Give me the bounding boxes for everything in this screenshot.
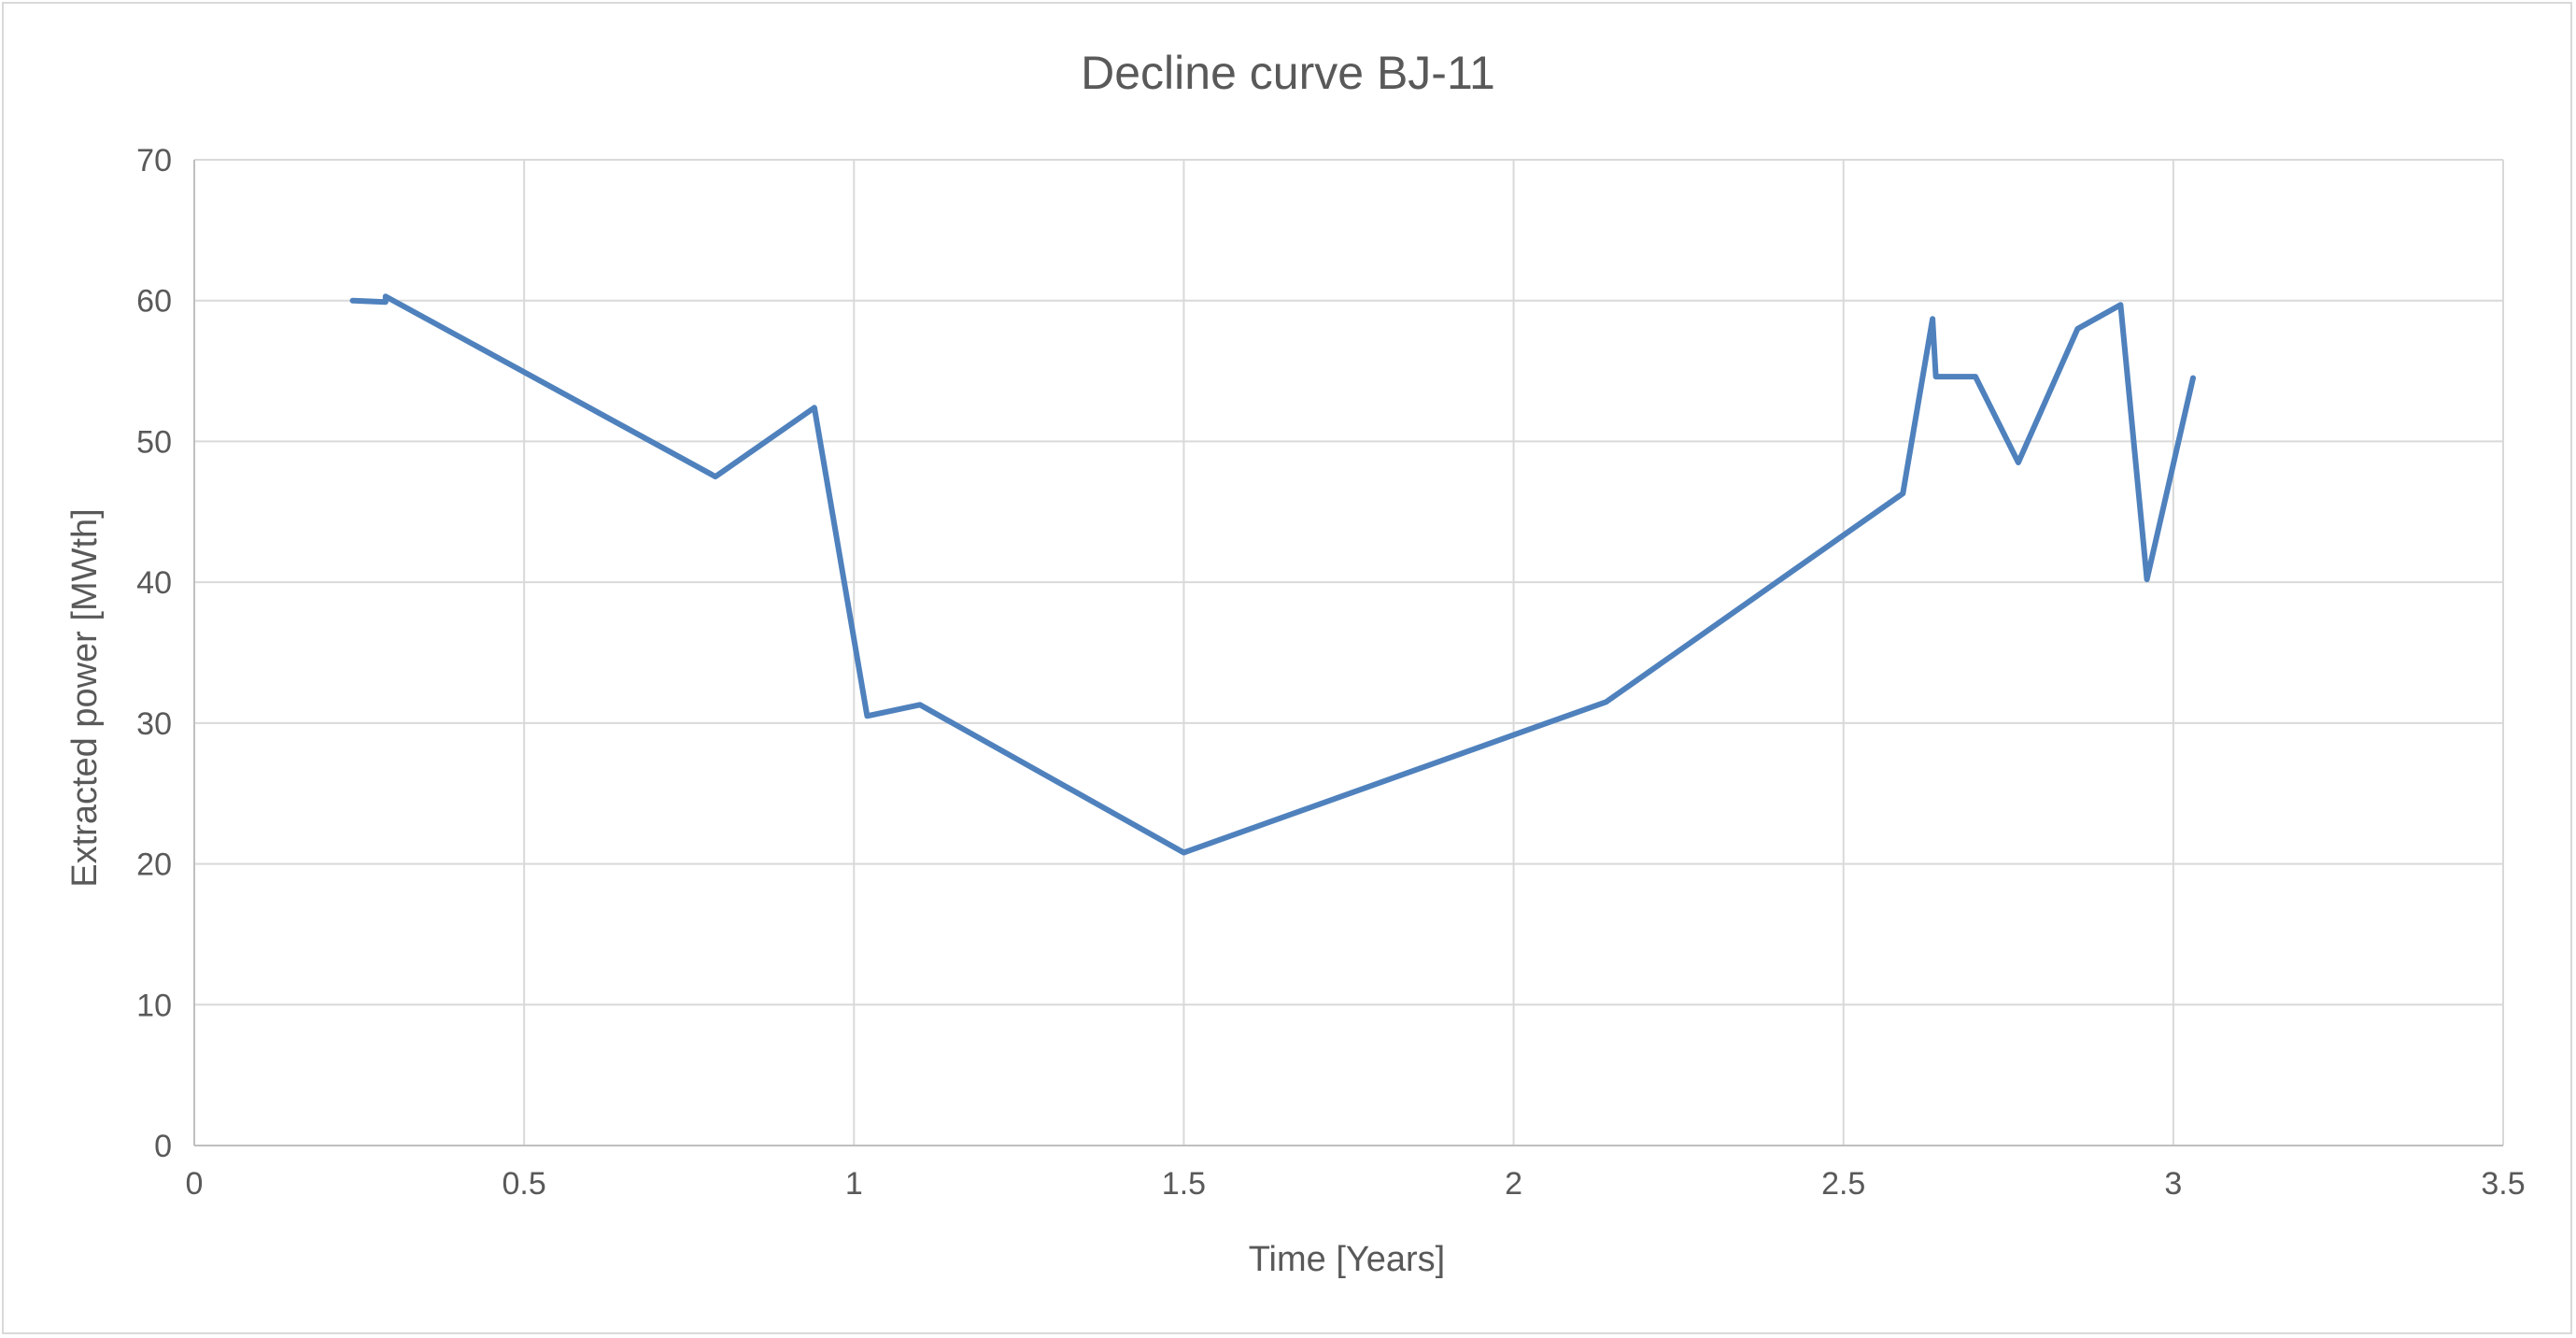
x-tick-label: 0.5 [502, 1166, 546, 1202]
x-tick-labels: 0 0.5 1 1.5 2 2.5 3 3.5 [186, 1166, 2526, 1202]
x-tick-label: 1 [845, 1166, 863, 1202]
y-tick-labels: 0 10 20 30 40 50 60 70 [136, 143, 172, 1164]
x-tick-label: 2.5 [1821, 1166, 1865, 1202]
y-tick-label: 20 [136, 847, 172, 883]
y-tick-label: 10 [136, 988, 172, 1023]
series-layer [349, 293, 2196, 856]
y-axis-label: Extracted power [MWth] [65, 508, 105, 887]
y-tick-label: 60 [136, 284, 172, 320]
y-tick-label: 70 [136, 143, 172, 178]
y-tick-label: 40 [136, 565, 172, 601]
grid-layer [194, 159, 2504, 1146]
chart-title: Decline curve BJ-11 [1081, 47, 1495, 99]
y-tick-label: 50 [136, 424, 172, 460]
axis-layer [193, 160, 2503, 1146]
x-tick-label: 1.5 [1162, 1166, 1206, 1202]
x-tick-label: 0 [186, 1166, 204, 1202]
x-axis-label: Time [Years] [1249, 1240, 1445, 1279]
x-tick-label: 2 [1505, 1166, 1522, 1202]
y-tick-label: 0 [154, 1129, 172, 1164]
x-tick-label: 3 [2164, 1166, 2182, 1202]
series-line [349, 293, 2196, 856]
y-tick-label: 30 [136, 706, 172, 742]
x-tick-label: 3.5 [2481, 1166, 2525, 1202]
